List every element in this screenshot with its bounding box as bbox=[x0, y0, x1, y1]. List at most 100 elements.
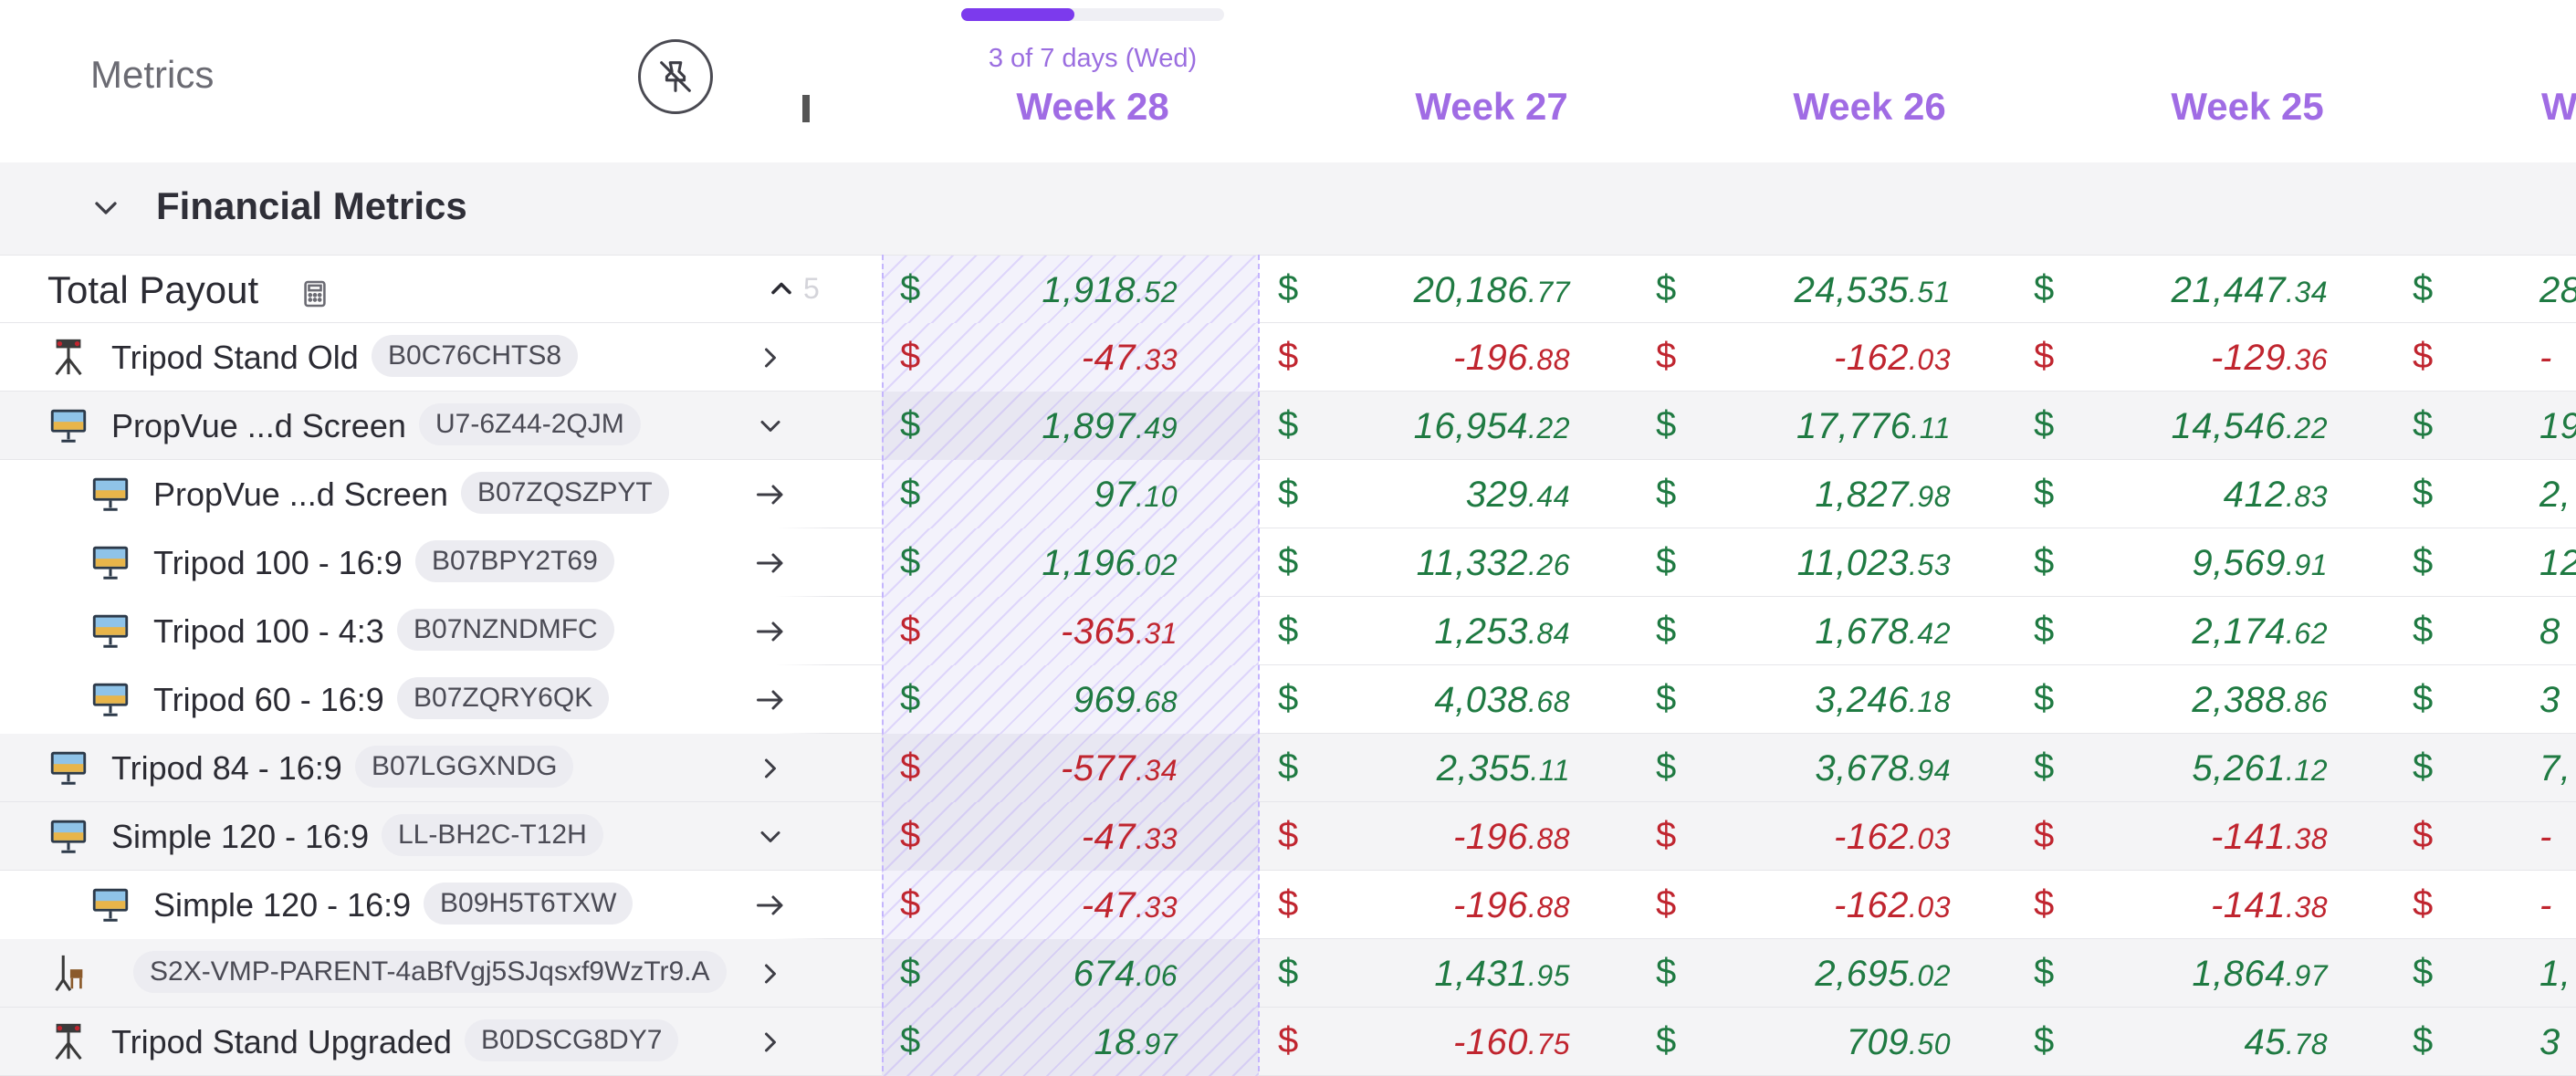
current-week-cell bbox=[882, 528, 1259, 597]
week-value-cell: 1,827.98 bbox=[1677, 475, 1951, 516]
value-integer: 11,023 bbox=[1796, 543, 1910, 583]
child-product-row[interactable]: PropVue ...d Screen B07ZQSZPYT $97.10 $329.… bbox=[0, 460, 2576, 528]
value-integer: 1,253 bbox=[1434, 611, 1529, 652]
currency-symbol: $ bbox=[1656, 747, 1677, 787]
value-integer: 18 bbox=[1094, 1022, 1136, 1062]
value-integer: 1,431 bbox=[1434, 954, 1529, 994]
value-decimals: .77 bbox=[1528, 276, 1570, 308]
currency-symbol: $ bbox=[2034, 883, 2055, 924]
current-week-cell bbox=[882, 802, 1259, 871]
value-integer: 329 bbox=[1465, 475, 1529, 515]
week-value-cell: 14,546.22 bbox=[2054, 406, 2328, 447]
chevron-down-icon[interactable] bbox=[752, 820, 789, 853]
value-integer: 20,186 bbox=[1413, 270, 1529, 310]
value-decimals: .38 bbox=[2286, 822, 2328, 855]
value-decimals: .22 bbox=[1528, 412, 1570, 444]
product-row[interactable]: Simple 120 - 16:9 LL-BH2C-T12H $ -47.33 $ -19… bbox=[0, 802, 2576, 871]
week-value-cell: 97.10 bbox=[904, 475, 1178, 516]
value-integer: -47 bbox=[1081, 885, 1136, 925]
value-decimals: .68 bbox=[1136, 685, 1178, 718]
product-label-cell: PropVue ...d Screen U7-6Z44-2QJM bbox=[0, 392, 831, 460]
value-decimals: .11 bbox=[1911, 412, 1951, 444]
chevron-down-icon[interactable] bbox=[752, 410, 789, 443]
week-header-28[interactable]: Week 28 bbox=[1016, 85, 1169, 128]
currency-symbol: $ bbox=[1278, 610, 1299, 650]
value-integer: 3 bbox=[2539, 680, 2560, 720]
week-value-cell: 674.06 bbox=[904, 954, 1178, 995]
currency-symbol: $ bbox=[2413, 1020, 2434, 1060]
value-integer: 2,695 bbox=[1815, 954, 1910, 994]
product-label-cell: Tripod 84 - 16:9 B07LGGXNDG bbox=[0, 734, 831, 802]
child-product-row[interactable]: Tripod 100 - 4:3 B07NZNDMFC $ -365.31 $1,253… bbox=[0, 597, 2576, 665]
currency-symbol: $ bbox=[900, 336, 921, 376]
currency-symbol: $ bbox=[1656, 268, 1677, 308]
child-product-row[interactable]: Tripod 60 - 16:9 B07ZQRY6QK $969.68 $4,038.… bbox=[0, 665, 2576, 734]
metrics-header: Metrics 3 of 7 days (Wed) Week 28 Week 2… bbox=[0, 0, 2576, 162]
product-label-cell: Tripod Stand Upgraded B0DSCG8DY7 bbox=[0, 1008, 831, 1076]
chevron-up-icon[interactable] bbox=[763, 272, 800, 305]
currency-symbol: $ bbox=[1656, 404, 1677, 444]
week-value-cell: 2,174.62 bbox=[2054, 611, 2328, 653]
chevron-right-icon[interactable] bbox=[752, 1026, 789, 1059]
currency-symbol: $ bbox=[2034, 815, 2055, 855]
arrow-right-icon[interactable] bbox=[752, 478, 789, 511]
child-product-row[interactable]: Simple 120 - 16:9 B09H5T6TXW $ -47.33 $ -196.… bbox=[0, 871, 2576, 939]
week-value-cell: - bbox=[2456, 338, 2576, 379]
unpin-button[interactable] bbox=[638, 39, 713, 114]
value-integer: 3 bbox=[2539, 1022, 2560, 1062]
arrow-right-icon[interactable] bbox=[752, 889, 789, 922]
week-header-26[interactable]: Week 26 bbox=[1793, 85, 1946, 128]
screen-icon bbox=[92, 683, 129, 716]
product-row[interactable]: PropVue ...d Screen U7-6Z44-2QJM $1,897.49… bbox=[0, 392, 2576, 460]
product-name: Simple 120 - 16:9 bbox=[153, 886, 412, 924]
sku-badge: U7-6Z44-2QJM bbox=[419, 403, 641, 445]
screen-icon bbox=[92, 888, 129, 922]
week-value-cell: 4,038.68 bbox=[1296, 680, 1570, 721]
week-value-cell: 2,355.11 bbox=[1296, 748, 1570, 789]
arrow-right-icon[interactable] bbox=[752, 615, 789, 648]
scrolled-column-edge bbox=[802, 95, 810, 122]
current-week-cell bbox=[882, 256, 1259, 324]
week-header-25[interactable]: Week 25 bbox=[2171, 85, 2324, 128]
week-value-cell: 18.97 bbox=[904, 1022, 1178, 1063]
chevron-right-icon[interactable] bbox=[752, 957, 789, 990]
week-header-24[interactable]: W bbox=[2541, 85, 2576, 128]
child-product-row[interactable]: Tripod 100 - 16:9 B07BPY2T69 $1,196.02 $11,… bbox=[0, 528, 2576, 597]
value-integer: 45 bbox=[2244, 1022, 2287, 1062]
total-payout-label-cell: Total Payout 5 bbox=[0, 256, 831, 324]
current-week-cell bbox=[882, 734, 1259, 802]
week-value-cell: 1,253.84 bbox=[1296, 611, 1570, 653]
value-decimals: .88 bbox=[1528, 343, 1570, 376]
product-row[interactable]: Tripod Stand Upgraded B0DSCG8DY7 $18.97 $ -1… bbox=[0, 1008, 2576, 1076]
value-integer: 969 bbox=[1073, 680, 1136, 720]
value-decimals: .88 bbox=[1528, 891, 1570, 924]
product-row[interactable]: Tripod 84 - 16:9 B07LGGXNDG $ -577.34 $2,355… bbox=[0, 734, 2576, 802]
value-decimals: .12 bbox=[2286, 754, 2328, 787]
value-decimals: .33 bbox=[1136, 343, 1178, 376]
value-decimals: .52 bbox=[1136, 276, 1178, 308]
value-integer: 17,776 bbox=[1796, 406, 1911, 446]
week-header-27[interactable]: Week 27 bbox=[1415, 85, 1568, 128]
week-value-cell: 11,332.26 bbox=[1296, 543, 1570, 584]
product-label-cell: PropVue ...d Screen B07ZQSZPYT bbox=[0, 460, 831, 528]
screen-icon bbox=[50, 820, 87, 853]
currency-symbol: $ bbox=[2034, 404, 2055, 444]
product-row[interactable]: Tripod Stand Old B0C76CHTS8 $ -47.33 $ -196.8… bbox=[0, 323, 2576, 392]
sku-badge: B07ZQSZPYT bbox=[461, 472, 669, 514]
value-integer: -160 bbox=[1452, 1022, 1529, 1062]
currency-symbol: $ bbox=[2413, 883, 2434, 924]
value-decimals: .51 bbox=[1909, 276, 1951, 308]
value-decimals: .97 bbox=[2286, 959, 2328, 992]
currency-symbol: $ bbox=[1656, 883, 1677, 924]
arrow-right-icon[interactable] bbox=[752, 547, 789, 580]
week-value-cell: -47.33 bbox=[904, 885, 1178, 926]
chevron-right-icon[interactable] bbox=[752, 752, 789, 785]
chevron-right-icon[interactable] bbox=[752, 341, 789, 374]
value-decimals: .86 bbox=[2286, 685, 2328, 718]
currency-symbol: $ bbox=[1656, 473, 1677, 513]
value-integer: -47 bbox=[1081, 338, 1136, 378]
week-value-cell: 8 bbox=[2456, 611, 2576, 653]
arrow-right-icon[interactable] bbox=[752, 684, 789, 716]
chevron-down-icon[interactable] bbox=[88, 190, 124, 226]
product-row[interactable]: S2X-VMP-PARENT-4aBfVgj5SJqsxf9WzTr9.A $67… bbox=[0, 939, 2576, 1008]
